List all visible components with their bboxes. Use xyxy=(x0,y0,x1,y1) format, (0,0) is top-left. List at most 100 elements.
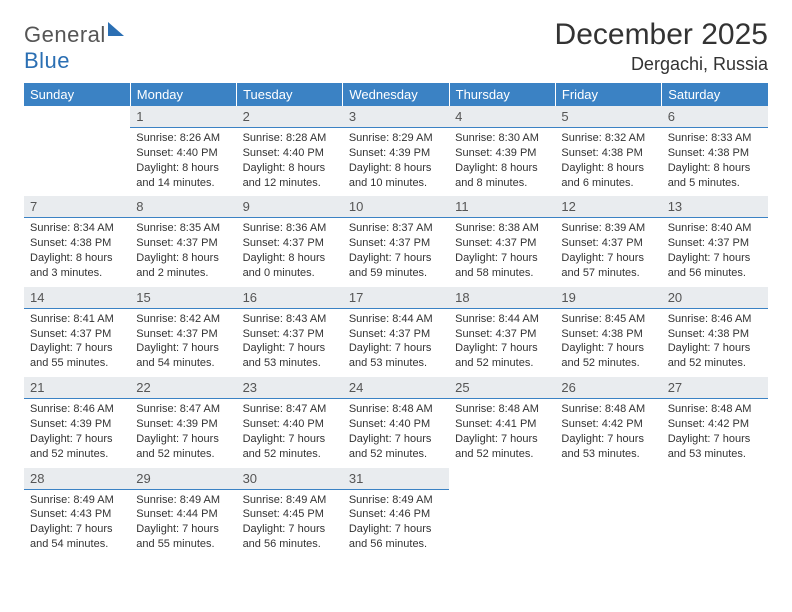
sunset-text: Sunset: 4:37 PM xyxy=(136,327,230,342)
calendar-cell: 28Sunrise: 8:49 AMSunset: 4:43 PMDayligh… xyxy=(24,468,130,558)
sunrise-text: Sunrise: 8:36 AM xyxy=(243,221,337,236)
sunrise-text: Sunrise: 8:48 AM xyxy=(561,402,655,417)
day-number: 14 xyxy=(24,287,130,309)
sunset-text: Sunset: 4:45 PM xyxy=(243,507,337,522)
day-number: 5 xyxy=(555,106,661,128)
calendar-cell: 5Sunrise: 8:32 AMSunset: 4:38 PMDaylight… xyxy=(555,106,661,196)
calendar-week: 14Sunrise: 8:41 AMSunset: 4:37 PMDayligh… xyxy=(24,287,768,377)
calendar-cell: 13Sunrise: 8:40 AMSunset: 4:37 PMDayligh… xyxy=(662,196,768,286)
day-body: Sunrise: 8:49 AMSunset: 4:46 PMDaylight:… xyxy=(343,490,449,558)
sunset-text: Sunset: 4:39 PM xyxy=(30,417,124,432)
daylight-text: Daylight: 7 hours and 55 minutes. xyxy=(136,522,230,552)
sunrise-text: Sunrise: 8:49 AM xyxy=(349,493,443,508)
sunrise-text: Sunrise: 8:38 AM xyxy=(455,221,549,236)
calendar-cell: 10Sunrise: 8:37 AMSunset: 4:37 PMDayligh… xyxy=(343,196,449,286)
day-body: Sunrise: 8:48 AMSunset: 4:42 PMDaylight:… xyxy=(662,399,768,467)
location: Dergachi, Russia xyxy=(555,54,768,75)
sunset-text: Sunset: 4:38 PM xyxy=(30,236,124,251)
sunrise-text: Sunrise: 8:39 AM xyxy=(561,221,655,236)
day-body: Sunrise: 8:34 AMSunset: 4:38 PMDaylight:… xyxy=(24,218,130,286)
daylight-text: Daylight: 8 hours and 3 minutes. xyxy=(30,251,124,281)
logo-general: General xyxy=(24,22,106,47)
day-body: Sunrise: 8:46 AMSunset: 4:39 PMDaylight:… xyxy=(24,399,130,467)
day-number: 12 xyxy=(555,196,661,218)
calendar-cell: 7Sunrise: 8:34 AMSunset: 4:38 PMDaylight… xyxy=(24,196,130,286)
sunset-text: Sunset: 4:37 PM xyxy=(349,327,443,342)
sunset-text: Sunset: 4:43 PM xyxy=(30,507,124,522)
sunrise-text: Sunrise: 8:49 AM xyxy=(136,493,230,508)
calendar-cell: 22Sunrise: 8:47 AMSunset: 4:39 PMDayligh… xyxy=(130,377,236,467)
daylight-text: Daylight: 8 hours and 12 minutes. xyxy=(243,161,337,191)
sunset-text: Sunset: 4:39 PM xyxy=(349,146,443,161)
day-body: Sunrise: 8:26 AMSunset: 4:40 PMDaylight:… xyxy=(130,128,236,196)
daylight-text: Daylight: 7 hours and 52 minutes. xyxy=(455,432,549,462)
daylight-text: Daylight: 7 hours and 56 minutes. xyxy=(243,522,337,552)
day-number: 2 xyxy=(237,106,343,128)
calendar-cell: 30Sunrise: 8:49 AMSunset: 4:45 PMDayligh… xyxy=(237,468,343,558)
sunrise-text: Sunrise: 8:26 AM xyxy=(136,131,230,146)
logo-text: General Blue xyxy=(24,22,124,74)
day-number: 22 xyxy=(130,377,236,399)
sunset-text: Sunset: 4:37 PM xyxy=(455,327,549,342)
sunset-text: Sunset: 4:41 PM xyxy=(455,417,549,432)
sunset-text: Sunset: 4:42 PM xyxy=(668,417,762,432)
calendar-week: 1Sunrise: 8:26 AMSunset: 4:40 PMDaylight… xyxy=(24,106,768,196)
day-body: Sunrise: 8:48 AMSunset: 4:42 PMDaylight:… xyxy=(555,399,661,467)
daylight-text: Daylight: 7 hours and 52 minutes. xyxy=(455,341,549,371)
sunset-text: Sunset: 4:44 PM xyxy=(136,507,230,522)
day-number: 8 xyxy=(130,196,236,218)
sunrise-text: Sunrise: 8:32 AM xyxy=(561,131,655,146)
daylight-text: Daylight: 7 hours and 58 minutes. xyxy=(455,251,549,281)
day-body: Sunrise: 8:35 AMSunset: 4:37 PMDaylight:… xyxy=(130,218,236,286)
sunrise-text: Sunrise: 8:49 AM xyxy=(243,493,337,508)
calendar-cell: 3Sunrise: 8:29 AMSunset: 4:39 PMDaylight… xyxy=(343,106,449,196)
title-block: December 2025 Dergachi, Russia xyxy=(555,18,768,75)
daylight-text: Daylight: 7 hours and 57 minutes. xyxy=(561,251,655,281)
calendar-cell: 15Sunrise: 8:42 AMSunset: 4:37 PMDayligh… xyxy=(130,287,236,377)
sunrise-text: Sunrise: 8:35 AM xyxy=(136,221,230,236)
calendar-cell: 14Sunrise: 8:41 AMSunset: 4:37 PMDayligh… xyxy=(24,287,130,377)
day-number: 21 xyxy=(24,377,130,399)
sunset-text: Sunset: 4:37 PM xyxy=(561,236,655,251)
day-number: 18 xyxy=(449,287,555,309)
daylight-text: Daylight: 7 hours and 52 minutes. xyxy=(668,341,762,371)
day-header: Thursday xyxy=(449,83,555,106)
daylight-text: Daylight: 7 hours and 53 minutes. xyxy=(349,341,443,371)
day-body: Sunrise: 8:28 AMSunset: 4:40 PMDaylight:… xyxy=(237,128,343,196)
daylight-text: Daylight: 7 hours and 56 minutes. xyxy=(668,251,762,281)
day-number: 29 xyxy=(130,468,236,490)
daylight-text: Daylight: 7 hours and 52 minutes. xyxy=(243,432,337,462)
sunset-text: Sunset: 4:38 PM xyxy=(668,327,762,342)
day-body: Sunrise: 8:32 AMSunset: 4:38 PMDaylight:… xyxy=(555,128,661,196)
day-body: Sunrise: 8:46 AMSunset: 4:38 PMDaylight:… xyxy=(662,309,768,377)
day-body: Sunrise: 8:44 AMSunset: 4:37 PMDaylight:… xyxy=(449,309,555,377)
daylight-text: Daylight: 7 hours and 53 minutes. xyxy=(243,341,337,371)
sunset-text: Sunset: 4:37 PM xyxy=(30,327,124,342)
day-number: 27 xyxy=(662,377,768,399)
sunrise-text: Sunrise: 8:47 AM xyxy=(136,402,230,417)
daylight-text: Daylight: 8 hours and 0 minutes. xyxy=(243,251,337,281)
calendar-cell: 25Sunrise: 8:48 AMSunset: 4:41 PMDayligh… xyxy=(449,377,555,467)
daylight-text: Daylight: 7 hours and 54 minutes. xyxy=(136,341,230,371)
sunset-text: Sunset: 4:38 PM xyxy=(668,146,762,161)
day-body: Sunrise: 8:36 AMSunset: 4:37 PMDaylight:… xyxy=(237,218,343,286)
calendar-cell: 16Sunrise: 8:43 AMSunset: 4:37 PMDayligh… xyxy=(237,287,343,377)
day-body: Sunrise: 8:42 AMSunset: 4:37 PMDaylight:… xyxy=(130,309,236,377)
daylight-text: Daylight: 8 hours and 2 minutes. xyxy=(136,251,230,281)
month-title: December 2025 xyxy=(555,18,768,52)
day-header: Tuesday xyxy=(237,83,343,106)
day-number: 25 xyxy=(449,377,555,399)
day-header: Friday xyxy=(555,83,661,106)
daylight-text: Daylight: 7 hours and 53 minutes. xyxy=(561,432,655,462)
calendar-cell: 6Sunrise: 8:33 AMSunset: 4:38 PMDaylight… xyxy=(662,106,768,196)
daylight-text: Daylight: 7 hours and 56 minutes. xyxy=(349,522,443,552)
day-body: Sunrise: 8:39 AMSunset: 4:37 PMDaylight:… xyxy=(555,218,661,286)
calendar-cell: 23Sunrise: 8:47 AMSunset: 4:40 PMDayligh… xyxy=(237,377,343,467)
calendar-cell: 12Sunrise: 8:39 AMSunset: 4:37 PMDayligh… xyxy=(555,196,661,286)
calendar-cell: 24Sunrise: 8:48 AMSunset: 4:40 PMDayligh… xyxy=(343,377,449,467)
day-number: 1 xyxy=(130,106,236,128)
calendar-cell: 21Sunrise: 8:46 AMSunset: 4:39 PMDayligh… xyxy=(24,377,130,467)
sunrise-text: Sunrise: 8:41 AM xyxy=(30,312,124,327)
daylight-text: Daylight: 7 hours and 52 minutes. xyxy=(136,432,230,462)
daylight-text: Daylight: 8 hours and 10 minutes. xyxy=(349,161,443,191)
